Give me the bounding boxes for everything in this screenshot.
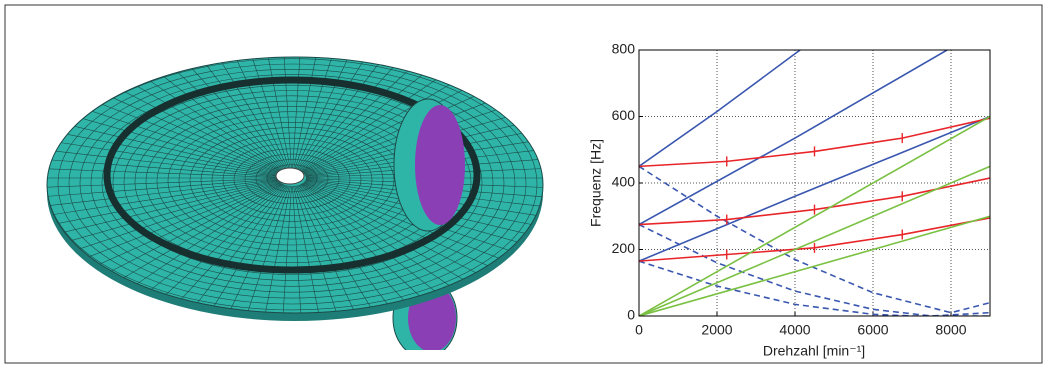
x-tick-label: 4000 (779, 322, 810, 338)
x-axis-label: Drehzahl [min⁻¹] (763, 343, 865, 359)
y-tick-label: 400 (612, 174, 636, 190)
x-tick-label: 8000 (935, 322, 966, 338)
x-tick-label: 0 (635, 322, 643, 338)
y-tick-label: 200 (612, 240, 636, 256)
figure: 0 2000 4000 6000 8000 0 200 400 600 800 Drehzahl … (0, 0, 1048, 369)
y-tick-label: 600 (612, 107, 636, 123)
x-tick-label: 2000 (701, 322, 732, 338)
y-tick-label: 800 (612, 41, 636, 57)
x-tick-label: 6000 (857, 322, 888, 338)
hub (276, 168, 304, 184)
y-tick-label: 0 (627, 307, 635, 323)
shell-face (415, 105, 465, 225)
y-axis-label: Frequenz [Hz] (588, 139, 604, 227)
